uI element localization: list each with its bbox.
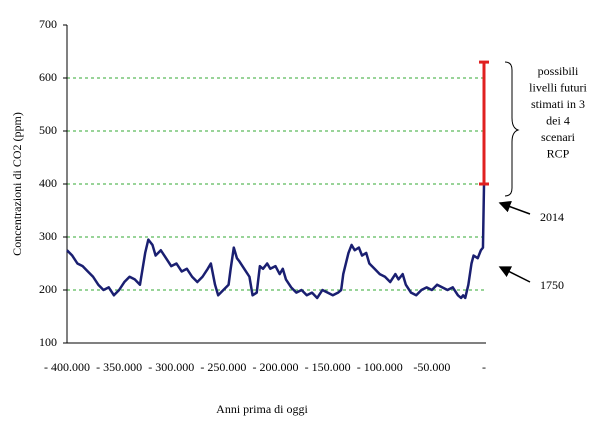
annotation-line: possibili [538, 64, 579, 78]
y-tick-label: 600 [39, 70, 57, 84]
x-tick-label: - [482, 360, 486, 374]
x-tick-label: - 350.000 [96, 360, 143, 374]
y-tick-label: 200 [39, 282, 57, 296]
annotation-line: livelli futuri [529, 80, 587, 94]
y-tick-label: 100 [39, 335, 57, 349]
data-line [66, 185, 486, 300]
annotation-line: RCP [547, 146, 570, 160]
x-tick-label: -50.000 [413, 360, 451, 374]
x-tick-label: - 200.000 [252, 360, 299, 374]
y-axis-title: Concentrazioni di CO2 (ppm) [10, 112, 24, 256]
y-tick-label: 400 [39, 176, 57, 190]
annotation: 2014 [540, 210, 564, 224]
x-tick-label: - 150.000 [304, 360, 351, 374]
brace [504, 61, 520, 197]
x-tick-label: - 400.000 [44, 360, 90, 374]
annotation-line: stimati in 3 [531, 97, 585, 111]
annotation: 1750 [540, 278, 564, 292]
annotation-line: scenari [541, 130, 576, 144]
x-tick-label: - 250.000 [200, 360, 247, 374]
x-tick-label: - 300.000 [148, 360, 195, 374]
arrow [498, 200, 531, 215]
x-tick-label: - 100.000 [356, 360, 403, 374]
annotation-line: dei 4 [546, 113, 570, 127]
y-tick-label: 500 [39, 123, 57, 137]
y-tick-label: 700 [39, 17, 57, 31]
x-axis-title: Anni prima di oggi [216, 402, 308, 416]
y-tick-label: 300 [39, 229, 57, 243]
arrow [498, 266, 531, 283]
